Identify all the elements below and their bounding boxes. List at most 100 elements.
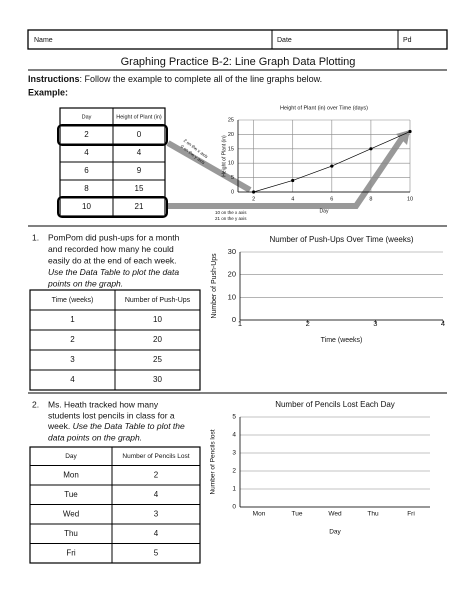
x-tick-label: Tue <box>292 511 303 518</box>
table-cell: 3 <box>70 355 75 364</box>
table-cell: 10 <box>82 202 91 211</box>
table-cell: Mon <box>63 470 79 479</box>
chart-title: Number of Push-Ups Over Time (weeks) <box>269 235 413 244</box>
table-cell: 21 <box>135 202 144 211</box>
x-tick-label: Fri <box>407 511 415 518</box>
table-header: Height of Plant (in) <box>116 114 162 120</box>
annotation: 10 on the x axis <box>215 210 247 215</box>
problem-instruction: Use the Data Table to plot the <box>73 421 185 431</box>
x-axis-label: Day <box>329 529 341 536</box>
y-tick-label: 0 <box>231 189 234 195</box>
x-tick-label: 4 <box>441 319 445 328</box>
table-cell: Wed <box>63 509 79 518</box>
y-tick-label: 20 <box>228 132 234 138</box>
problem-instruction: data points on the graph. <box>48 432 142 442</box>
x-tick-label: 10 <box>407 196 413 202</box>
table-cell: 15 <box>135 184 144 193</box>
x-tick-label: 6 <box>330 196 333 202</box>
table-cell: 6 <box>84 166 89 175</box>
chart-title: Number of Pencils Lost Each Day <box>275 400 395 409</box>
y-tick-label: 30 <box>228 247 236 256</box>
data-point <box>408 129 412 134</box>
table-header: Day <box>65 453 77 460</box>
y-tick-label: 2 <box>232 468 236 475</box>
x-tick-label: Wed <box>328 511 342 518</box>
title: Graphing Practice B-2: Line Graph Data P… <box>121 56 356 68</box>
table-cell: 20 <box>153 335 162 344</box>
arrow <box>168 136 405 209</box>
y-tick-label: 4 <box>232 432 236 439</box>
table-cell: 4 <box>137 148 142 157</box>
y-axis-label: Number of Push-Ups <box>211 253 218 319</box>
problem-text: Ms. Heath tracked how many <box>48 399 159 409</box>
y-tick-label: 10 <box>228 161 234 167</box>
date-field: Date <box>277 37 292 44</box>
data-point <box>330 164 334 168</box>
y-tick-label: 0 <box>232 504 236 511</box>
x-tick-label: 1 <box>238 319 242 328</box>
annotation: 21 on the y axis <box>215 216 247 221</box>
instructions-text: : Follow the example to complete all of … <box>80 74 323 84</box>
y-tick-label: 5 <box>232 414 236 421</box>
data-point <box>252 190 256 194</box>
table-cell: 2 <box>84 130 89 139</box>
x-axis-label: Day <box>320 208 329 214</box>
problem-instruction: Use the Data Table to plot the data <box>48 267 179 277</box>
problem-instruction: points on the graph. <box>47 278 123 288</box>
table-cell: 30 <box>153 375 162 384</box>
highlight <box>57 124 168 146</box>
data-point <box>291 178 295 183</box>
problem-text-line: week. Use the Data Table to plot the <box>47 421 185 431</box>
table-cell: 2 <box>70 335 75 344</box>
table-cell: 9 <box>137 166 142 175</box>
x-tick-label: Thu <box>367 511 379 518</box>
table-cell: 4 <box>70 375 75 384</box>
problem-text: and recorded how many he could <box>48 244 174 254</box>
x-tick-label: 2 <box>306 319 310 328</box>
problem-text: week. <box>47 421 70 431</box>
table-cell: Thu <box>64 529 78 538</box>
arrow-head <box>396 130 410 145</box>
chart-title: Height of Plant (in) over Time (days) <box>280 105 368 111</box>
x-axis-label: Time (weeks) <box>321 337 363 344</box>
period-field: Pd <box>403 37 412 44</box>
table-cell: 4 <box>154 529 159 538</box>
problem-number: 2. <box>32 399 39 409</box>
y-tick-label: 5 <box>231 175 234 181</box>
y-tick-label: 10 <box>228 292 236 301</box>
table-cell: 8 <box>84 184 89 193</box>
table-cell: 4 <box>84 148 89 157</box>
y-tick-label: 25 <box>228 117 234 123</box>
name-field: Name <box>34 37 53 44</box>
y-tick-label: 1 <box>232 486 236 493</box>
arrow <box>166 140 252 193</box>
table-header: Number of Pencils Lost <box>122 453 189 460</box>
x-tick-label: Mon <box>253 511 266 518</box>
table-header: Day <box>82 114 92 120</box>
y-axis-label: Height of Plant (in) <box>221 135 227 177</box>
y-tick-label: 0 <box>232 315 236 324</box>
table-cell: 4 <box>154 490 159 499</box>
problem-text: easily do at the end of each week. <box>48 255 177 265</box>
y-tick-label: 15 <box>228 146 234 152</box>
table-cell: 1 <box>70 315 75 324</box>
table-header: Number of Push-Ups <box>125 297 191 304</box>
x-tick-label: 2 <box>252 196 255 202</box>
problem-number: 1. <box>32 232 39 242</box>
y-tick-label: 3 <box>232 450 236 457</box>
table-cell: 10 <box>153 315 162 324</box>
problem-text: PomPom did push-ups for a month <box>48 232 180 242</box>
example-label: Example: <box>28 87 68 97</box>
table-cell: 3 <box>154 509 159 518</box>
problem-text: students lost pencils in class for a <box>48 410 175 420</box>
x-tick-label: 3 <box>373 319 377 328</box>
instructions-label: Instructions <box>28 74 80 84</box>
header-box <box>27 29 448 50</box>
data-point <box>369 147 373 151</box>
table-cell: 25 <box>153 355 162 364</box>
table-cell: Fri <box>66 548 76 557</box>
table-header: Time (weeks) <box>52 297 94 304</box>
y-tick-label: 20 <box>228 270 236 279</box>
x-tick-label: 4 <box>291 196 294 202</box>
